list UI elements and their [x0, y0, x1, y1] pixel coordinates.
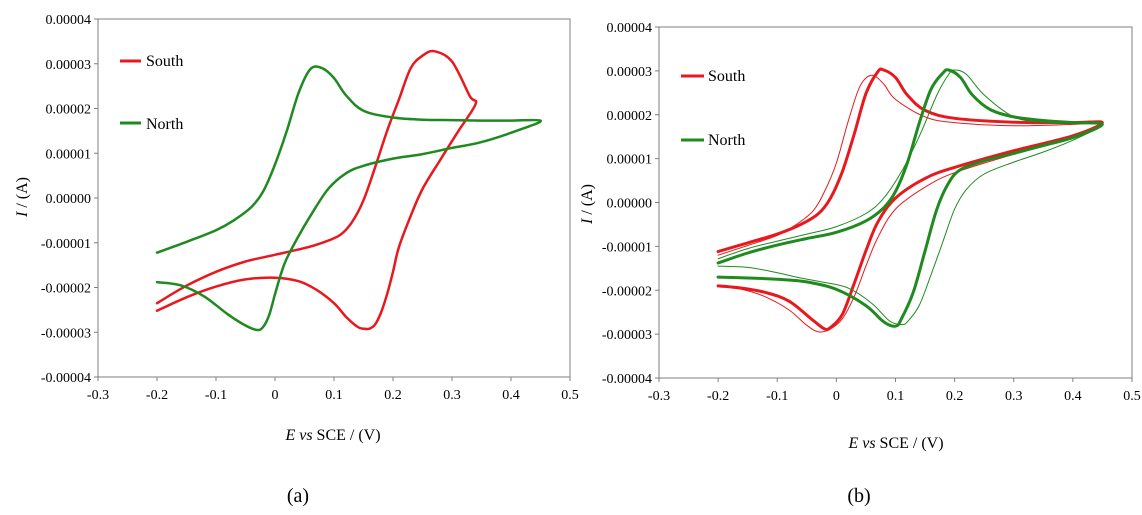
legend-label-north: North [146, 116, 183, 133]
panel-a: 0.00004 0.00003 0.00002 0.00001 0.00000 -0.00… [14, 13, 579, 507]
x-tick-label: -0.1 [205, 388, 227, 403]
y-tick-labels: 0.00004 0.00003 0.00002 0.00001 0.00000 -0.00… [41, 13, 98, 386]
legend-label-south: South [708, 68, 745, 85]
panel-label-b: (b) [847, 485, 870, 507]
x-tick-label: 0.5 [561, 388, 579, 403]
legend: South North [120, 53, 183, 133]
x-tick-label: 0.3 [1005, 389, 1023, 404]
x-tick-label: -0.2 [707, 389, 729, 404]
x-tick-label: 0.3 [443, 388, 461, 403]
y-tick-label: 0.00003 [607, 65, 653, 80]
y-axis-label: I / (A) [579, 184, 596, 225]
x-tick-label: 0 [833, 389, 840, 404]
x-tick-label: -0.3 [648, 389, 670, 404]
x-tick-label: 0.1 [325, 388, 343, 403]
y-tick-label: -0.00001 [41, 237, 91, 252]
series-line-north-thin [717, 69, 1103, 326]
x-tick-label: 0 [272, 388, 279, 403]
y-tick-label: -0.00001 [602, 240, 652, 255]
y-tick-label: 0.00001 [46, 147, 92, 162]
series-line-south [155, 49, 478, 331]
x-axis-label: E vs SCE / (V) [284, 427, 380, 444]
legend-label-north: North [708, 132, 745, 149]
x-tick-label: 0.5 [1123, 389, 1141, 404]
y-tick-label: 0.00000 [607, 197, 653, 212]
y-tick-label: 0.00000 [46, 192, 92, 207]
y-tick-label: -0.00003 [41, 326, 91, 341]
legend-label-south: South [146, 53, 183, 70]
y-tick-label: 0.00004 [607, 21, 653, 36]
y-tick-label: -0.00003 [602, 328, 652, 343]
x-tick-labels: -0.3 -0.2 -0.1 0 0.1 0.2 0.3 0.4 0.5 [648, 378, 1141, 404]
y-tick-label: 0.00002 [607, 109, 653, 124]
plot-area [658, 26, 1133, 379]
x-tick-label: -0.1 [766, 389, 788, 404]
y-tick-label: -0.00004 [41, 371, 91, 386]
x-tick-labels: -0.3 -0.2 -0.1 0 0.1 0.2 0.3 0.4 0.5 [87, 377, 579, 403]
y-tick-labels: 0.00004 0.00003 0.00002 0.00001 0.00000 -0.00… [602, 21, 659, 387]
x-tick-label: -0.3 [87, 388, 109, 403]
panel-label-a: (a) [287, 485, 309, 507]
x-tick-label: 0.1 [887, 389, 905, 404]
panel-b: 0.00004 0.00003 0.00002 0.00001 0.00000 -0.00… [579, 21, 1141, 507]
y-tick-label: 0.00004 [46, 13, 92, 28]
y-tick-label: -0.00002 [41, 282, 91, 297]
x-tick-label: 0.2 [946, 389, 964, 404]
y-tick-label: -0.00002 [602, 284, 652, 299]
x-tick-label: 0.2 [384, 388, 402, 403]
curves [716, 67, 1104, 333]
series-line-north [155, 65, 542, 332]
curves [155, 49, 542, 332]
y-tick-label: 0.00003 [46, 58, 92, 73]
y-tick-label: 0.00001 [607, 153, 653, 168]
x-tick-label: 0.4 [502, 388, 520, 403]
y-tick-label: 0.00002 [46, 103, 92, 118]
legend: South North [681, 68, 745, 149]
y-tick-label: -0.00004 [602, 372, 652, 387]
y-axis-label: I / (A) [14, 177, 31, 218]
x-tick-label: 0.4 [1064, 389, 1082, 404]
plot-area [97, 18, 571, 378]
x-axis-label: E vs SCE / (V) [847, 435, 943, 452]
x-tick-label: -0.2 [146, 388, 168, 403]
